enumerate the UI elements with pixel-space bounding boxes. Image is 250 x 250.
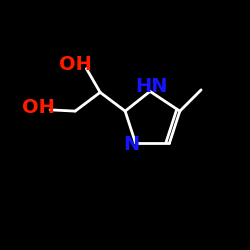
Text: HN: HN xyxy=(135,77,168,96)
Text: OH: OH xyxy=(22,98,54,117)
Text: OH: OH xyxy=(60,54,92,74)
Text: N: N xyxy=(124,135,140,154)
